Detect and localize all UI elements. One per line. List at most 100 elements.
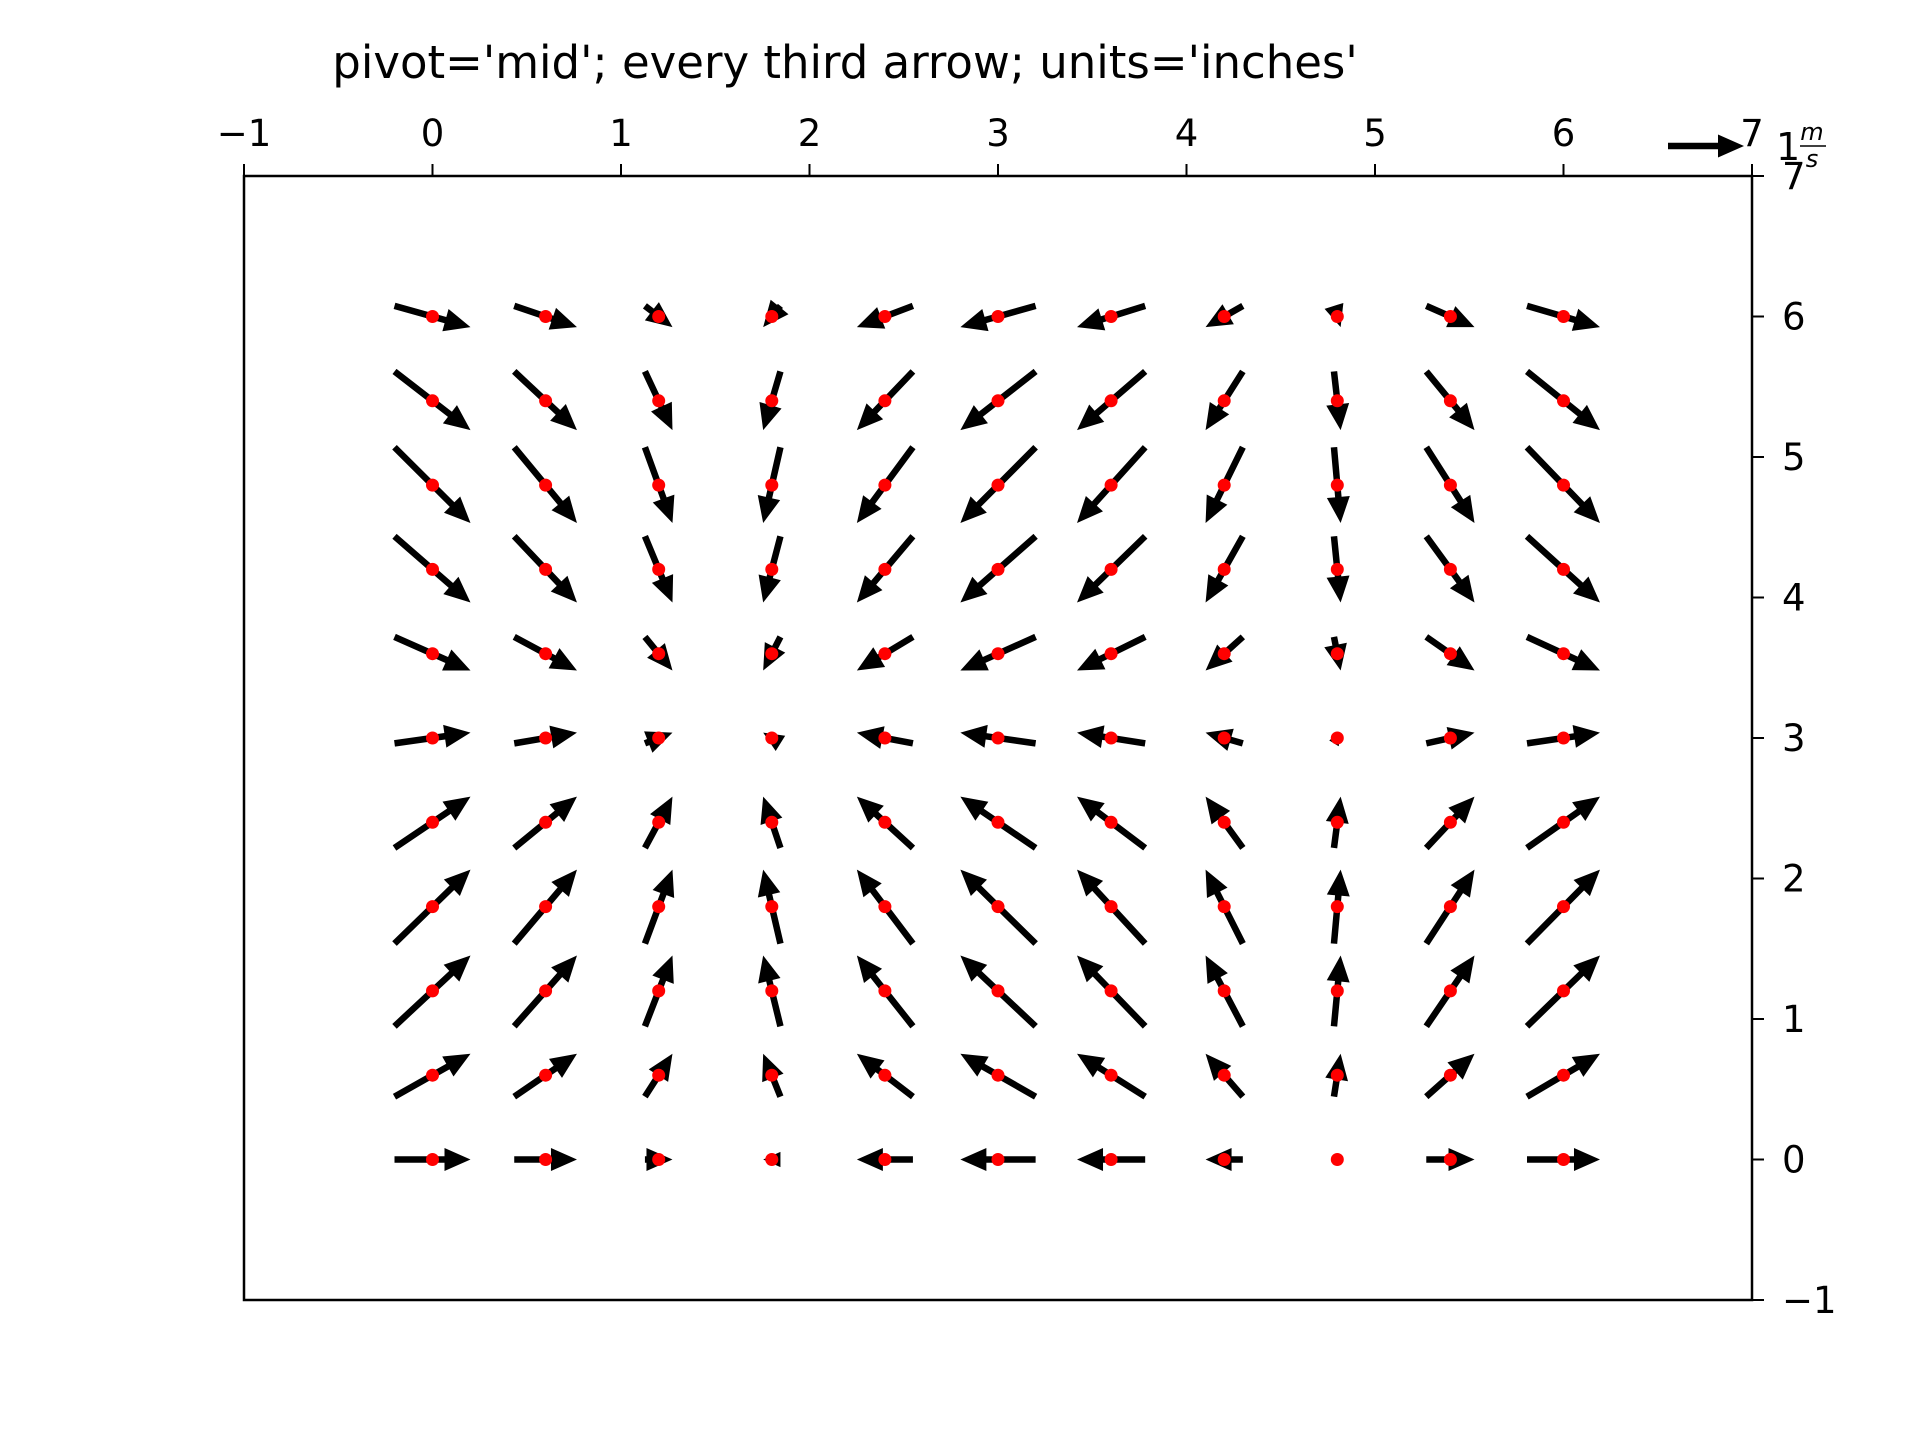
grid-point: [1330, 478, 1344, 492]
grid-point: [539, 1153, 553, 1166]
quiver-key-unit-bottom: s: [1806, 145, 1819, 173]
grid-point: [1104, 478, 1118, 492]
grid-point: [539, 562, 553, 576]
grid-point: [1557, 1153, 1570, 1166]
grid-point: [1330, 562, 1344, 576]
grid-point: [1557, 731, 1570, 745]
y-tick-label: 0: [1782, 1139, 1806, 1182]
grid-point: [991, 731, 1005, 745]
grid-point: [1330, 310, 1344, 323]
grid-point: [878, 647, 892, 661]
grid-point: [878, 731, 892, 745]
x-tick-label: −1: [217, 112, 272, 155]
grid-point: [1217, 815, 1231, 829]
grid-point: [878, 478, 892, 492]
grid-point: [539, 1068, 553, 1082]
grid-point: [539, 478, 553, 492]
grid-point: [1330, 731, 1344, 745]
y-tick-label: 2: [1782, 858, 1806, 901]
grid-point: [1217, 394, 1231, 408]
grid-point: [652, 310, 666, 323]
grid-point: [426, 478, 439, 492]
grid-point: [991, 310, 1005, 323]
grid-point: [1443, 478, 1457, 492]
grid-point: [878, 984, 892, 998]
grid-point: [1104, 1068, 1118, 1082]
grid-point: [539, 394, 553, 408]
quiver-key-arrow: [1668, 134, 1744, 158]
grid-point: [1217, 310, 1231, 323]
grid-point: [1443, 1068, 1457, 1082]
grid-point: [1330, 984, 1344, 998]
grid-point: [991, 478, 1005, 492]
grid-point: [1557, 1068, 1570, 1082]
grid-point: [426, 984, 439, 998]
grid-point: [426, 562, 439, 576]
grid-point: [426, 731, 439, 745]
x-tick-label: 6: [1552, 112, 1576, 155]
quiver-key-value: 1: [1776, 125, 1800, 169]
x-axis-ticks: −1 0 1 2 3 4 5 6 7: [217, 112, 1764, 176]
y-tick-label: 3: [1782, 717, 1806, 760]
y-tick-label: 4: [1782, 577, 1806, 620]
grid-point: [1557, 562, 1570, 576]
grid-point: [1104, 647, 1118, 661]
grid-point: [652, 1068, 666, 1082]
grid-point: [1443, 900, 1457, 914]
grid-point: [426, 394, 439, 408]
grid-point: [1443, 647, 1457, 661]
grid-point: [1104, 562, 1118, 576]
grid-point: [765, 478, 779, 492]
grid-point: [1557, 900, 1570, 914]
grid-point: [1217, 1068, 1231, 1082]
grid-point: [1104, 815, 1118, 829]
grid-point: [765, 647, 779, 661]
grid-point: [1217, 900, 1231, 914]
grid-point: [652, 394, 666, 408]
grid-point: [539, 731, 553, 745]
grid-point: [652, 478, 666, 492]
grid-point: [991, 815, 1005, 829]
grid-point: [1104, 984, 1118, 998]
grid-point: [539, 310, 553, 323]
grid-point: [1443, 731, 1457, 745]
grid-point: [991, 1153, 1005, 1166]
grid-point: [1104, 310, 1118, 323]
grid-point: [1557, 815, 1570, 829]
grid-point: [1330, 1068, 1344, 1082]
grid-point: [426, 900, 439, 914]
grid-point: [878, 562, 892, 576]
grid-point: [1443, 310, 1457, 323]
grid-point: [1217, 478, 1231, 492]
grid-point: [765, 1153, 779, 1166]
grid-point: [1443, 394, 1457, 408]
y-axis-ticks: −1 0 1 2 3 4 5 6 7: [1752, 155, 1837, 1322]
grid-point: [426, 310, 439, 323]
x-tick-label: 3: [986, 112, 1010, 155]
grid-point: [1330, 647, 1344, 661]
x-tick-label: 2: [798, 112, 822, 155]
grid-point: [1443, 984, 1457, 998]
y-tick-label: −1: [1782, 1279, 1837, 1322]
grid-point: [1217, 1153, 1231, 1166]
grid-point: [1443, 1153, 1457, 1166]
x-tick-label: 1: [609, 112, 633, 155]
grid-point: [765, 1068, 779, 1082]
grid-point: [1104, 394, 1118, 408]
grid-point: [426, 815, 439, 829]
y-tick-label: 6: [1782, 296, 1806, 339]
grid-point: [426, 647, 439, 661]
grid-point: [991, 394, 1005, 408]
grid-point: [1104, 900, 1118, 914]
grid-point: [1217, 562, 1231, 576]
grid-points: [426, 310, 1570, 1166]
grid-point: [991, 562, 1005, 576]
grid-point: [1330, 815, 1344, 829]
grid-point: [652, 647, 666, 661]
x-tick-label: 5: [1363, 112, 1387, 155]
grid-point: [539, 815, 553, 829]
grid-point: [878, 394, 892, 408]
y-tick-label: 5: [1782, 436, 1806, 479]
grid-point: [1557, 478, 1570, 492]
x-tick-label: 4: [1175, 112, 1199, 155]
